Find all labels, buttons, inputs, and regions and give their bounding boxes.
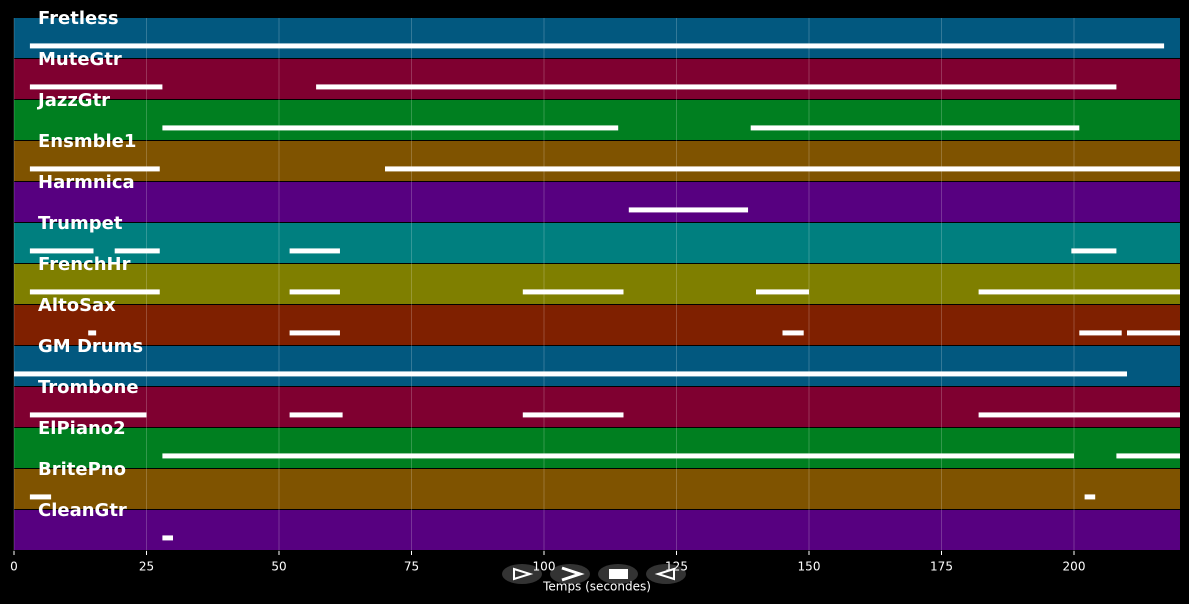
rewind-button[interactable] <box>502 564 542 584</box>
note-segment <box>978 289 1180 295</box>
track-background <box>14 182 1180 222</box>
track-background <box>14 223 1180 263</box>
note-segment <box>385 166 1180 172</box>
x-tick-label: 25 <box>139 560 154 574</box>
note-segment <box>114 248 160 254</box>
toolbar <box>502 564 686 584</box>
note-segment <box>750 125 1080 131</box>
track-name: FrenchHr <box>38 254 131 275</box>
track-name: BritePno <box>38 459 126 480</box>
note-segment <box>29 412 147 418</box>
x-tick-label: 200 <box>1063 560 1086 574</box>
x-tick-label: 125 <box>665 560 688 574</box>
note-segment <box>29 43 1165 49</box>
note-segment <box>1084 494 1096 500</box>
note-segment <box>756 289 809 295</box>
note-segment <box>289 248 340 254</box>
track-background <box>14 305 1180 345</box>
note-segment <box>162 453 1074 459</box>
note-segment <box>1127 330 1180 336</box>
note-segment <box>289 412 343 418</box>
note-segment <box>162 535 173 541</box>
track-background <box>14 387 1180 427</box>
track-name: Trumpet <box>38 213 123 234</box>
note-segment <box>29 494 52 500</box>
note-segment <box>1079 330 1122 336</box>
track-name: GM Drums <box>38 336 143 357</box>
note-segment <box>628 207 749 213</box>
note-segment <box>782 330 804 336</box>
note-segment <box>14 371 1127 377</box>
track-name: MuteGtr <box>38 49 122 70</box>
note-segment <box>289 289 340 295</box>
back-button[interactable] <box>646 564 686 584</box>
track-name: AltoSax <box>38 295 116 316</box>
track-background <box>14 18 1180 58</box>
track-background <box>14 469 1180 509</box>
x-tick-label: 175 <box>930 560 953 574</box>
note-segment <box>162 125 619 131</box>
play-button[interactable] <box>550 564 590 584</box>
track-background <box>14 346 1180 386</box>
track-background <box>14 428 1180 468</box>
note-segment <box>1071 248 1117 254</box>
note-segment <box>522 289 624 295</box>
x-tick-label: 150 <box>798 560 821 574</box>
note-segment <box>1116 453 1180 459</box>
x-tick-label: 0 <box>10 560 18 574</box>
note-segment <box>978 412 1180 418</box>
icon <box>513 567 534 581</box>
track-background <box>14 59 1180 99</box>
track-name: ElPiano2 <box>38 418 126 439</box>
track-name: Fretless <box>38 8 119 29</box>
track-name: JazzGtr <box>36 90 110 111</box>
note-segment <box>29 289 160 295</box>
track-name: Ensmble1 <box>38 131 136 152</box>
track-background <box>14 100 1180 140</box>
track-name: Trombone <box>38 377 139 398</box>
track-background <box>14 510 1180 550</box>
x-axis-label: Temps (secondes) <box>542 580 651 594</box>
note-segment <box>522 412 624 418</box>
icon <box>609 569 628 579</box>
note-segment <box>29 84 163 90</box>
note-segment <box>289 330 340 336</box>
note-segment <box>29 248 94 254</box>
note-segment <box>316 84 1117 90</box>
track-name: Harmnica <box>38 172 135 193</box>
icon <box>561 566 585 582</box>
note-segment <box>88 330 97 336</box>
x-tick-label: 75 <box>404 560 419 574</box>
note-segment <box>29 166 160 172</box>
track-background <box>14 141 1180 181</box>
x-tick-label: 50 <box>271 560 286 574</box>
track-background <box>14 264 1180 304</box>
x-tick-label: 100 <box>533 560 556 574</box>
icon <box>654 567 675 581</box>
track-name: CleanGtr <box>38 500 127 521</box>
